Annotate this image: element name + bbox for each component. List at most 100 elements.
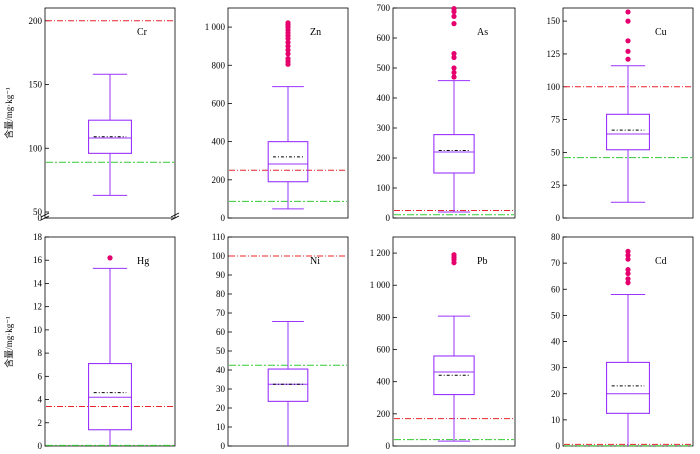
outlier-point [625, 267, 631, 273]
y-tick-label: 50 [551, 310, 561, 320]
y-tick-label: 25 [551, 180, 561, 190]
y-tick-label: 6 [38, 371, 43, 381]
y-tick-label: 600 [377, 33, 391, 43]
outlier-point [625, 270, 631, 277]
y-tick-label: 10 [216, 422, 226, 432]
y-tick-label: 200 [377, 409, 391, 419]
y-tick-label: 12 [33, 302, 42, 312]
y-tick-label: 2 [38, 418, 43, 428]
y-tick-label: 100 [29, 143, 43, 153]
y-tick-label: 150 [547, 16, 561, 26]
axis-break-mark [170, 215, 180, 221]
y-tick-label: 125 [547, 49, 561, 59]
y-tick-label: 60 [216, 327, 226, 337]
plot-frame [44, 7, 176, 219]
panel-hg: 0 2 4 6 8 10 12 14 16 18 Hg [33, 232, 176, 451]
plot-frame [392, 236, 516, 447]
outlier-point [625, 56, 631, 62]
y-tick-label: 14 [33, 278, 43, 288]
y-tick-label: 200 [29, 16, 43, 26]
y-tick-label: 200 [377, 153, 391, 163]
y-tick-label: 0 [38, 213, 43, 223]
iqr-box [433, 134, 475, 174]
element-label: Pb [477, 256, 488, 267]
y-tick-label: 100 [377, 183, 391, 193]
outlier-point [451, 51, 457, 57]
iqr-box [267, 141, 309, 183]
y-tick-label: 70 [216, 308, 226, 318]
y-tick-label: 30 [551, 363, 561, 373]
outlier-point [625, 38, 631, 44]
y-axis-label: 含量/mg·kg⁻¹ [3, 87, 14, 139]
y-tick-label: 0 [221, 213, 226, 223]
panel-zn: 0 200 400 600 800 1 000 Zn [205, 7, 349, 223]
plot-frame [562, 7, 694, 219]
y-tick-label: 500 [377, 63, 391, 73]
y-tick-label: 100 [547, 82, 561, 92]
element-label: Ni [310, 256, 320, 267]
y-tick-label: 80 [216, 289, 226, 299]
outlier-point [451, 5, 457, 12]
outlier-point [451, 65, 457, 71]
y-tick-label: 20 [216, 403, 226, 413]
outlier-point [451, 13, 457, 19]
y-tick-label: 40 [216, 365, 226, 375]
y-tick-label: 0 [556, 441, 561, 451]
outlier-point [625, 48, 631, 54]
iqr-box [605, 361, 650, 414]
y-tick-label: 1 000 [205, 22, 226, 32]
y-tick-label: 50 [216, 346, 226, 356]
y-tick-label: 16 [33, 255, 43, 265]
outlier-point [451, 252, 457, 258]
axis-break-mark [40, 212, 50, 218]
outlier-point [107, 255, 113, 261]
iqr-box [88, 119, 133, 154]
y-tick-label: 0 [38, 441, 43, 451]
y-tick-label: 1 200 [370, 248, 391, 258]
y-tick-label: 60 [551, 284, 561, 294]
panel-pb: 0 200 400 600 800 1 000 1 200 Pb [370, 236, 516, 451]
iqr-box [605, 113, 650, 151]
y-tick-label: 0 [386, 213, 391, 223]
outlier-point [625, 256, 631, 262]
y-tick-label: 0 [556, 213, 561, 223]
y-tick-label: 50 [551, 147, 561, 157]
y-tick-label: 0 [386, 441, 391, 451]
y-tick-label: 4 [38, 395, 43, 405]
outlier-point [285, 47, 291, 53]
y-tick-label: 0 [221, 441, 226, 451]
axis-break-mark [40, 215, 50, 221]
element-label: Zn [310, 27, 321, 38]
outlier-point [285, 55, 291, 62]
y-tick-label: 70 [551, 258, 561, 268]
panel-as: 0 100 200 300 400 500 600 700 As [377, 3, 516, 223]
y-tick-label: 30 [216, 384, 226, 394]
y-tick-label: 8 [38, 348, 43, 358]
y-tick-label: 400 [377, 377, 391, 387]
outlier-point [625, 18, 631, 24]
y-tick-label: 40 [551, 337, 561, 347]
outlier-point [625, 276, 631, 282]
y-tick-label: 75 [551, 115, 561, 125]
plot-frame [227, 7, 349, 219]
outlier-point [451, 21, 457, 27]
element-label: Cd [655, 256, 667, 267]
y-tick-label: 300 [377, 123, 391, 133]
y-tick-label: 100 [212, 251, 226, 261]
y-tick-label: 150 [29, 80, 43, 90]
y-tick-label: 400 [212, 137, 226, 147]
outlier-point [625, 280, 631, 286]
y-tick-label: 18 [33, 232, 43, 242]
y-tick-label: 400 [377, 93, 391, 103]
y-tick-label: 200 [212, 175, 226, 185]
iqr-box [88, 363, 133, 431]
y-tick-label: 50 [33, 207, 43, 217]
axis-break-mark [170, 212, 180, 218]
outlier-point [451, 69, 457, 76]
outlier-point [625, 252, 631, 258]
panel-cu: 0 25 50 75 100 125 150 Cu [547, 7, 694, 223]
y-axis-label: 含量/mg·kg⁻¹ [3, 316, 14, 368]
y-tick-label: 90 [216, 270, 226, 280]
outlier-point [285, 20, 291, 26]
element-label: Cr [137, 27, 148, 38]
